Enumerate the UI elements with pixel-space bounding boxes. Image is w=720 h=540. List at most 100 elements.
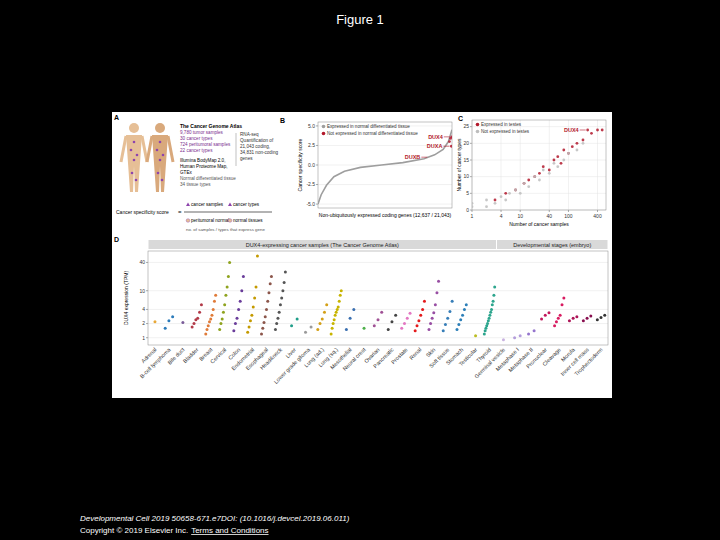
quant-line: Quantification of — [240, 138, 274, 143]
point — [484, 329, 487, 332]
point — [548, 169, 551, 172]
tick-label: 5.0 — [308, 123, 315, 129]
point — [296, 318, 299, 321]
tick — [316, 145, 318, 146]
point — [290, 324, 293, 327]
point — [600, 316, 603, 319]
tick-label: 4 — [142, 306, 145, 312]
tick — [472, 210, 473, 212]
point — [556, 155, 559, 158]
score-term: normal tissues — [233, 218, 263, 223]
point — [221, 318, 224, 321]
point — [325, 303, 328, 306]
point — [167, 319, 170, 322]
series-line — [318, 130, 452, 204]
tick-label: 0.0 — [308, 162, 315, 168]
tick-label: 1 — [142, 335, 145, 341]
legend-label: Not expressed in normal differentiated t… — [327, 131, 418, 136]
point — [562, 297, 565, 300]
point — [485, 199, 488, 202]
point — [544, 314, 547, 317]
point — [363, 327, 366, 330]
point — [265, 308, 268, 311]
point — [248, 325, 251, 328]
tick-label: -2.5 — [306, 181, 315, 187]
figure-area — [112, 112, 612, 398]
panel-letter: A — [114, 114, 119, 121]
point — [538, 172, 541, 175]
point — [208, 320, 211, 323]
point — [582, 319, 585, 322]
category-label: Cleavage — [541, 346, 562, 367]
symbol — [228, 203, 232, 207]
point — [345, 328, 348, 331]
point — [450, 135, 452, 138]
body-head — [155, 123, 165, 133]
category-label: Bladder — [182, 346, 200, 364]
point — [463, 308, 466, 311]
point — [416, 324, 419, 327]
tick — [146, 323, 148, 324]
tissue-dot — [161, 179, 164, 182]
grid-line — [148, 337, 608, 338]
tissue-dot — [131, 172, 134, 175]
point — [567, 152, 570, 155]
point — [390, 320, 393, 323]
tick — [520, 210, 521, 212]
point — [491, 303, 494, 306]
point — [576, 149, 579, 152]
tcga-line: 724 peritumoral samples — [180, 142, 231, 147]
category-label: Prostate — [390, 346, 409, 365]
symbol — [228, 219, 232, 223]
terms-link[interactable]: Terms and Conditions — [191, 526, 268, 535]
point — [255, 285, 258, 288]
tick — [568, 210, 569, 212]
point — [253, 297, 256, 300]
axis-label: DUX4 expression (TPM) — [123, 271, 129, 326]
plot-marks — [318, 130, 452, 204]
point — [493, 285, 496, 288]
tick-label: 15 — [463, 157, 469, 163]
grid-line — [472, 176, 606, 177]
slide-title: Figure 1 — [336, 12, 384, 27]
grid-line — [318, 204, 452, 205]
point — [533, 175, 536, 178]
point — [556, 165, 559, 168]
point — [533, 175, 536, 178]
point — [335, 311, 338, 314]
point — [280, 297, 283, 300]
point — [276, 317, 279, 320]
point — [373, 324, 376, 327]
plot-frame — [318, 122, 452, 208]
tcga-line: 9,780 tumor samples — [180, 130, 224, 135]
point — [403, 322, 406, 325]
axis-label: Number of cancer samples — [509, 221, 569, 227]
point — [406, 317, 409, 320]
tcga-line: 22 cancer types — [180, 148, 213, 153]
point — [333, 318, 336, 321]
point — [270, 275, 273, 278]
tissue-dot — [135, 179, 138, 182]
point — [260, 332, 263, 335]
bracket — [236, 133, 237, 166]
point — [494, 202, 497, 205]
point — [246, 331, 249, 334]
point — [492, 294, 495, 297]
annotation: DUX4 — [428, 134, 444, 140]
plot-bg — [148, 251, 608, 345]
point — [417, 319, 420, 322]
point — [419, 314, 422, 317]
normal-line: GTEx — [180, 170, 192, 175]
plot-bg — [318, 122, 452, 208]
point — [567, 152, 570, 155]
tissue-dot — [157, 172, 160, 175]
point — [228, 261, 231, 264]
point — [519, 192, 522, 195]
point — [181, 321, 184, 324]
point — [448, 140, 451, 143]
tissue-dot — [133, 141, 136, 144]
point — [193, 322, 196, 325]
point — [210, 314, 213, 317]
point — [281, 289, 284, 292]
point — [275, 322, 278, 325]
